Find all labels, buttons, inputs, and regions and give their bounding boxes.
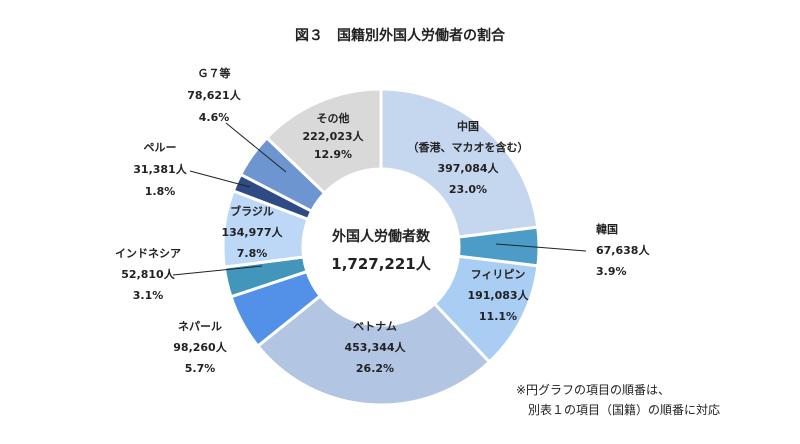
slice-labels: 中国 （香港、マカオを含む） 397,084人 23.0% 韓国 67,638人 3.9% フ… (115, 66, 650, 375)
slice-label-0-count: 397,084人 (437, 161, 499, 175)
slice-label-5-count: 52,810人 (121, 267, 175, 281)
slice-label-7-percent: 1.8% (145, 185, 176, 198)
leader-line-1 (495, 243, 587, 252)
chart-title: 図３ 国籍別外国人労働者の割合 (295, 27, 506, 44)
center-total: 1,727,221人 (331, 255, 431, 273)
slice-label-8-name: Ｇ７等 (198, 66, 231, 80)
slice-label-9-percent: 12.9% (314, 148, 352, 161)
slice-9 (264, 87, 383, 196)
slice-label-8-percent: 4.6% (199, 111, 230, 124)
slice-label-9-count: 222,023人 (302, 129, 364, 143)
leader-line-5 (172, 265, 263, 276)
slice-label-1-percent: 3.9% (596, 265, 627, 278)
slice-label-2-name: フィリピン (471, 268, 526, 281)
slice-label-1-name: 韓国 (596, 222, 618, 236)
slice-label-0-name-sub: （香港、マカオを含む） (408, 140, 529, 154)
slice-label-3-count: 453,344人 (344, 340, 406, 354)
slice-label-5-name: インドネシア (115, 247, 181, 260)
slice-label-2-percent: 11.1% (479, 310, 517, 323)
slice-3 (255, 293, 492, 407)
slice-label-0-name: 中国 (457, 119, 479, 133)
slice-0 (379, 87, 540, 239)
note-line-1: ※円グラフの項目の順番は、 (516, 383, 670, 397)
slice-label-9-name: その他 (317, 111, 350, 125)
slice-label-6-percent: 7.8% (237, 247, 268, 260)
slice-label-4-count: 98,260人 (173, 340, 227, 354)
slice-label-3-percent: 26.2% (356, 362, 394, 375)
slice-label-6-count: 134,977人 (221, 225, 283, 239)
slice-label-4-name: ネパール (178, 320, 222, 333)
leader-lines (172, 122, 587, 276)
center-label: 外国人労働者数 (332, 228, 431, 245)
slice-label-7-count: 31,381人 (133, 162, 187, 176)
leader-line-8 (225, 122, 287, 173)
slice-label-0-percent: 23.0% (449, 183, 487, 196)
slice-label-1-count: 67,638人 (596, 243, 650, 257)
leader-line-7 (189, 170, 251, 188)
slice-label-7-name: ペルー (144, 141, 177, 154)
note-line-2: 別表１の項目（国籍）の順番に対応 (528, 402, 720, 417)
slice-label-6-name: ブラジル (230, 204, 274, 218)
slice-label-4-percent: 5.7% (185, 362, 216, 375)
slice-label-2-count: 191,083人 (467, 288, 529, 302)
slices-layer (221, 87, 541, 407)
slice-label-5-percent: 3.1% (133, 289, 164, 302)
slice-label-3-name: ベトナム (353, 320, 397, 333)
slice-label-8-count: 78,621人 (187, 88, 241, 102)
